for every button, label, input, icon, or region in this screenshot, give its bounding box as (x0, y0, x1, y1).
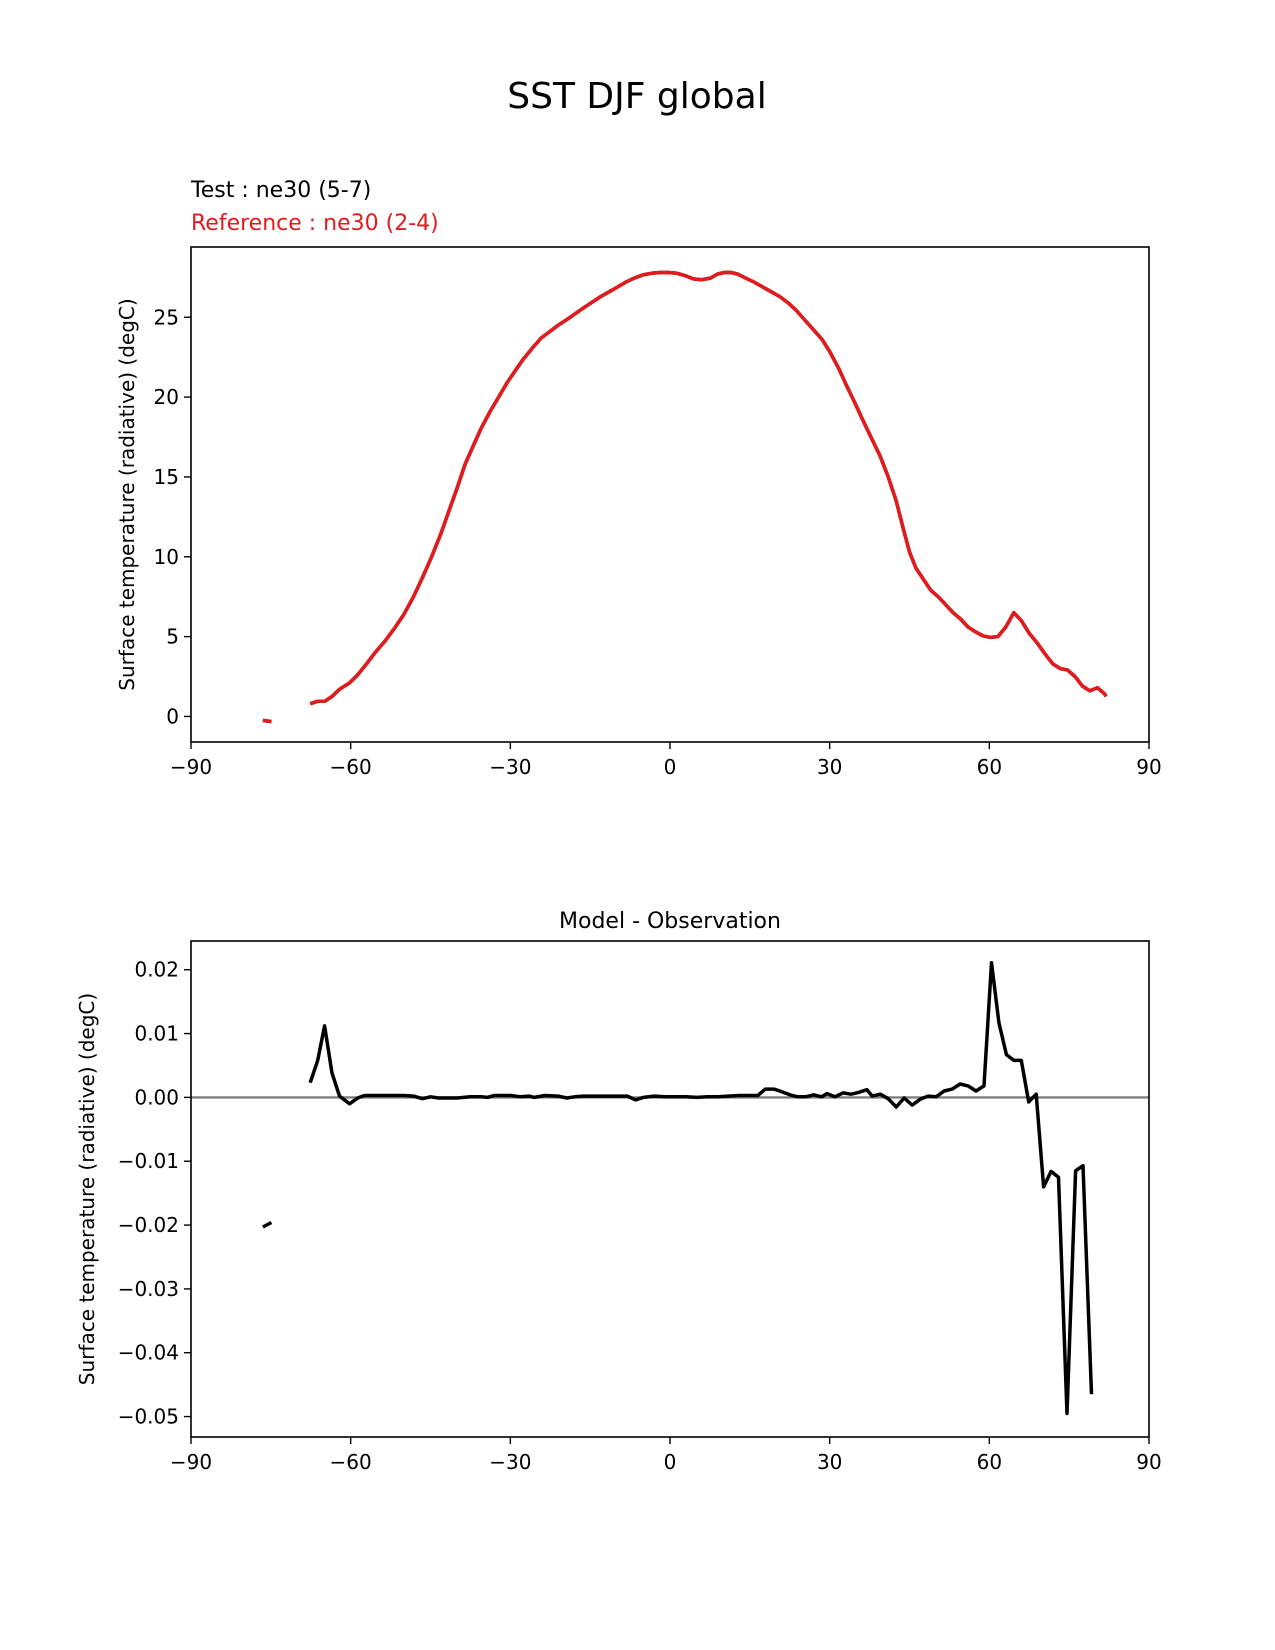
test-label: Test : ne30 (5-7) (190, 178, 371, 203)
top-series-1-segment-1 (309, 270, 1108, 706)
bottom-ytick-label: 0.01 (134, 1022, 179, 1046)
bottom-xtick-label: −60 (330, 1450, 372, 1474)
bottom-panel-lines (191, 960, 1149, 1416)
bottom-panel-ticks: −90 −60 −30 0 30 60 90 0.02 0.01 0.00 −0.01 −0.02 −0… (118, 958, 1162, 1474)
bottom-panel-title: Model - Observation (559, 909, 781, 934)
top-panel-frame (190, 246, 1150, 743)
reference-label: Reference : ne30 (2-4) (191, 211, 439, 236)
top-ytick-label: 10 (154, 545, 179, 569)
bottom-ytick-label: −0.04 (118, 1341, 179, 1365)
bottom-xtick-label: 30 (817, 1450, 842, 1474)
top-xtick-label: −60 (330, 755, 372, 779)
top-panel-lines (262, 270, 1108, 724)
bottom-xtick-label: −90 (170, 1450, 212, 1474)
bottom-ytick-label: 0.00 (134, 1085, 179, 1109)
bottom-xtick-label: 90 (1136, 1450, 1161, 1474)
top-panel: −90 −60 −30 0 30 60 90 0 5 10 15 20 25 Surface tempe… (115, 246, 1162, 779)
top-xtick-label: 90 (1136, 755, 1161, 779)
bottom-ytick-label: −0.05 (118, 1405, 179, 1429)
bottom-ytick-label: −0.03 (118, 1277, 179, 1301)
bottom-panel-ylabel: Surface temperature (radiative) (degC) (75, 993, 99, 1385)
bottom-ytick-label: 0.02 (134, 958, 179, 982)
top-xtick-label: 0 (664, 755, 677, 779)
bottom-xtick-label: 0 (664, 1450, 677, 1474)
top-ytick-label: 20 (154, 385, 179, 409)
top-panel-ylabel: Surface temperature (radiative) (degC) (115, 298, 139, 690)
top-ytick-label: 15 (154, 465, 179, 489)
top-panel-ticks: −90 −60 −30 0 30 60 90 0 5 10 15 20 25 (154, 305, 1162, 779)
top-ytick-label: 0 (166, 704, 179, 728)
bottom-xtick-label: 60 (977, 1450, 1002, 1474)
top-ytick-label: 5 (166, 625, 179, 649)
figure-title: SST DJF global (507, 76, 766, 117)
bottom-series-0-segment-0 (262, 1220, 273, 1229)
top-ytick-label: 25 (154, 305, 179, 329)
bottom-panel: Model - Observation −90 −60 −30 0 30 60 90 0.02… (75, 909, 1162, 1474)
top-xtick-label: 60 (977, 755, 1002, 779)
top-series-1-segment-0 (262, 718, 272, 724)
top-xtick-label: −90 (170, 755, 212, 779)
top-xtick-label: 30 (817, 755, 842, 779)
bottom-ytick-label: −0.01 (118, 1149, 179, 1173)
bottom-series-0-segment-1 (308, 960, 1094, 1416)
bottom-ytick-label: −0.02 (118, 1213, 179, 1237)
top-xtick-label: −30 (489, 755, 531, 779)
bottom-panel-frame (190, 940, 1150, 1438)
bottom-xtick-label: −30 (489, 1450, 531, 1474)
